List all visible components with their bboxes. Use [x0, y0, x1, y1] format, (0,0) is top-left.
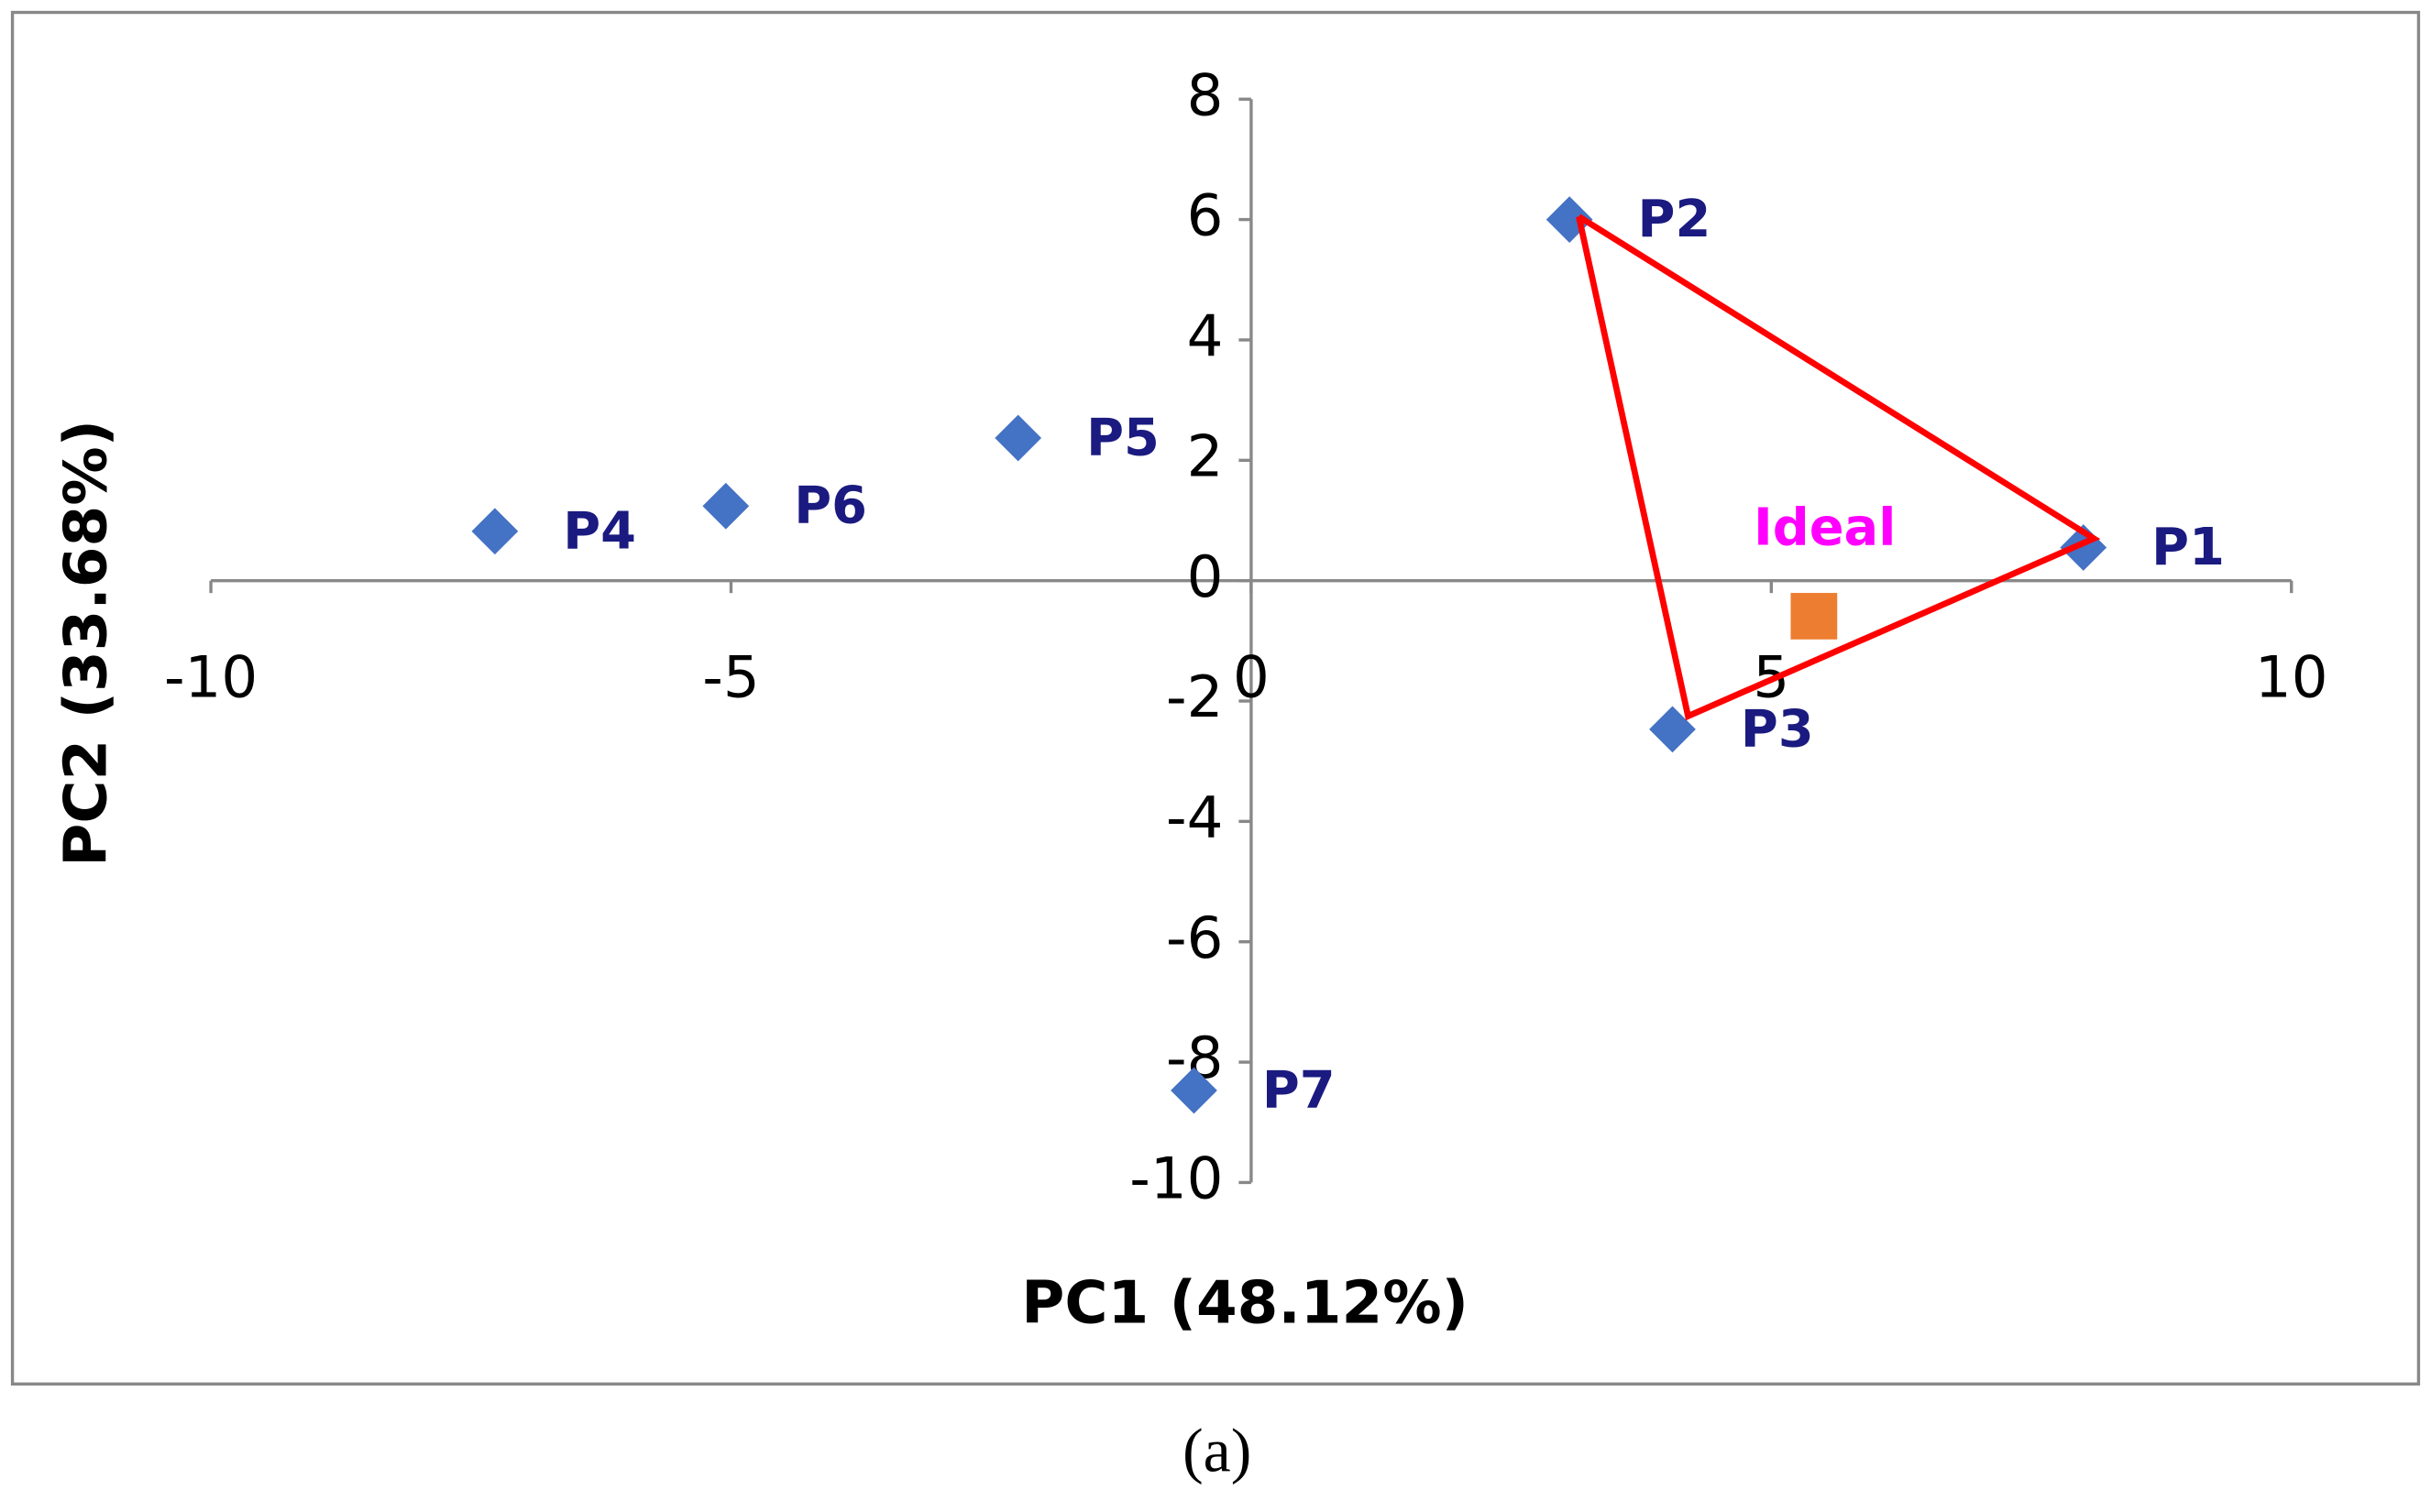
y-tick-label: 4: [1187, 302, 1224, 369]
point-marker: [702, 482, 750, 530]
point-marker: [1649, 706, 1696, 753]
point-label: P6: [794, 477, 867, 536]
point-label: Ideal: [1754, 499, 1896, 558]
point-label: P2: [1638, 190, 1711, 249]
point-label: P3: [1741, 699, 1814, 759]
y-tick-label: -10: [1129, 1145, 1223, 1212]
point-marker: [471, 508, 519, 555]
x-tick-label: -10: [164, 644, 258, 711]
y-tick-label: 6: [1187, 182, 1224, 249]
chart-frame: [10, 10, 2421, 1386]
point-label: P4: [563, 501, 636, 561]
red-triangle-line: [1576, 214, 2101, 721]
ideal-marker: [1790, 593, 1838, 640]
x-tick-label: 0: [1233, 644, 1270, 711]
y-tick-label: 2: [1187, 422, 1224, 489]
point-marker: [995, 414, 1042, 462]
caption: (a): [1182, 1416, 1251, 1485]
y-tick-label: 8: [1187, 61, 1224, 128]
point-label: P7: [1262, 1060, 1336, 1120]
point-label: P1: [2151, 518, 2225, 577]
y-tick-label: 0: [1187, 543, 1224, 610]
x-tick-label: 10: [2255, 644, 2328, 711]
y-tick-label: -2: [1166, 663, 1223, 730]
point-label: P5: [1086, 409, 1160, 468]
x-tick-label: -5: [702, 644, 759, 711]
y-axis-label: PC2 (33.68%): [52, 420, 121, 867]
x-axis-label: PC1 (48.12%): [1021, 1268, 1468, 1337]
y-tick-label: -4: [1166, 783, 1223, 850]
point-marker: [1546, 196, 1593, 243]
y-tick-label: -6: [1166, 904, 1223, 971]
